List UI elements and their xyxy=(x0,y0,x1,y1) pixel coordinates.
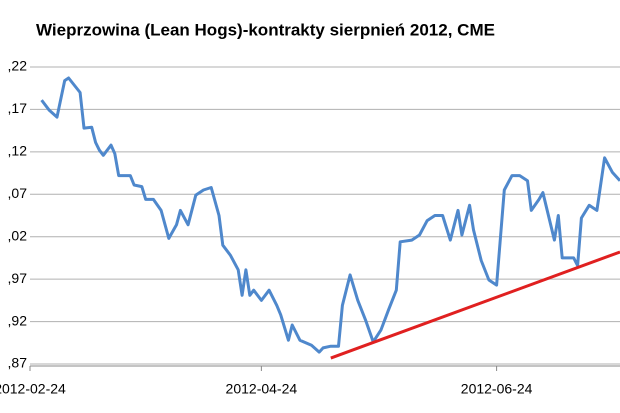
price-line xyxy=(40,76,620,354)
y-tick-label: ,02 xyxy=(8,227,28,243)
y-tick-label: ,07 xyxy=(8,185,28,201)
x-tick-label: 2012-04-24 xyxy=(226,381,298,397)
y-tick-label: ,12 xyxy=(8,143,28,159)
y-tick-label: ,92 xyxy=(8,312,28,328)
trend-line xyxy=(330,250,620,360)
y-tick-label: ,87 xyxy=(8,355,28,371)
x-tick-label: 2012-02-24 xyxy=(0,381,66,397)
y-tick-label: ,97 xyxy=(8,270,28,286)
y-tick-label: ,22 xyxy=(8,58,28,74)
chart-title: Wieprzowina (Lean Hogs)-kontrakty sierpn… xyxy=(36,20,495,39)
x-tick-label: 2012-06-24 xyxy=(461,381,533,397)
y-tick-label: ,17 xyxy=(8,100,28,116)
